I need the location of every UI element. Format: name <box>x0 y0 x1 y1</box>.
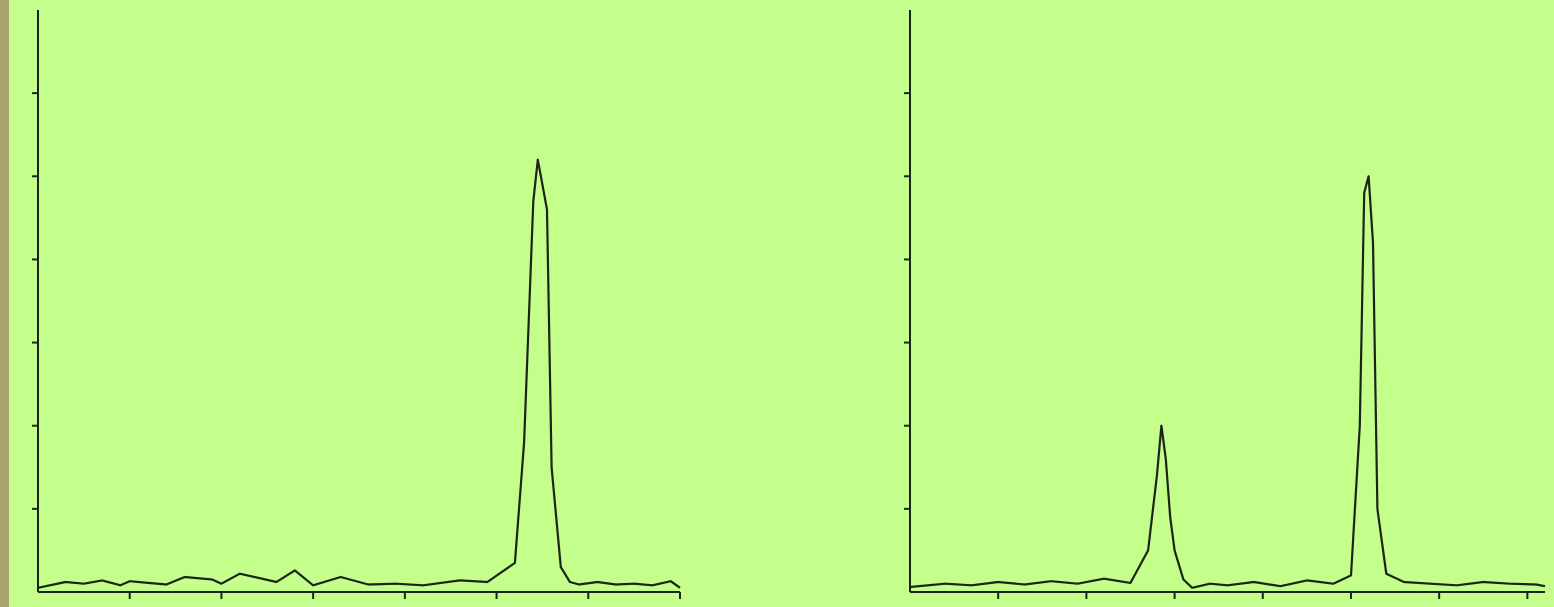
left-border-strip <box>0 0 9 607</box>
series-line <box>909 175 1546 589</box>
chart-panel-right <box>904 10 1546 599</box>
series-line <box>37 158 681 589</box>
chart-panel-left <box>32 10 681 599</box>
